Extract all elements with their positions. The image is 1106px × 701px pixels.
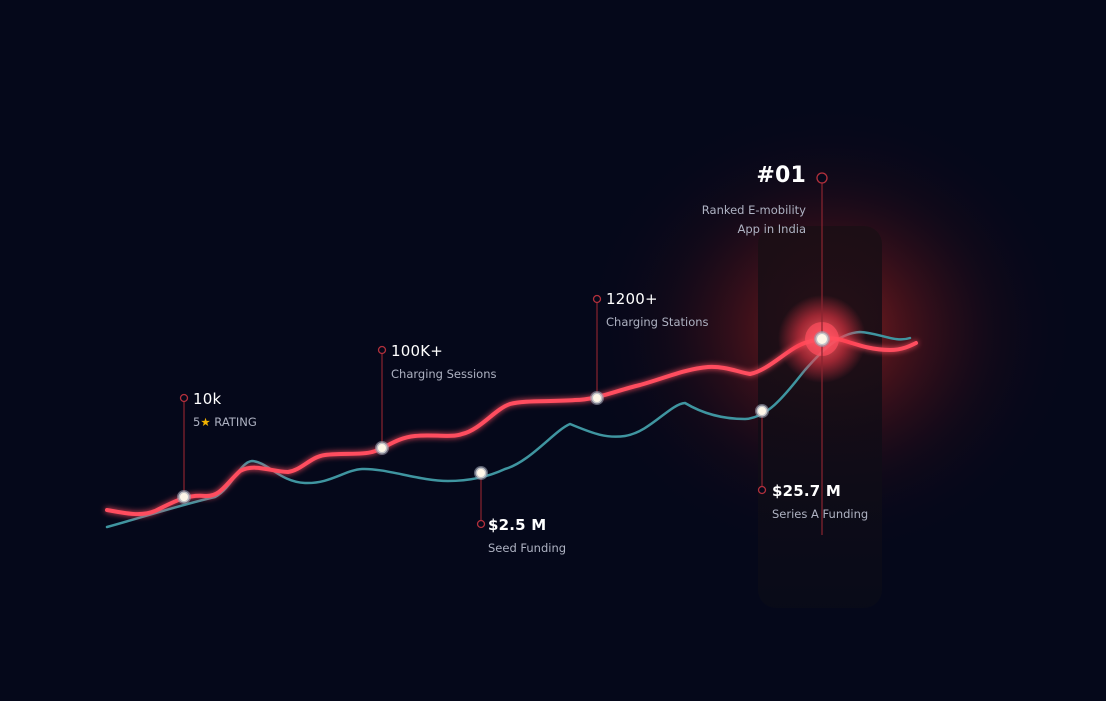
rank-milestone: #01 Ranked E-mobility App in India xyxy=(702,163,806,239)
phone-silhouette xyxy=(758,226,882,608)
stations-value: 1200+ xyxy=(606,290,658,308)
sessions-caption: Charging Sessions xyxy=(391,367,497,381)
rank-caption: Ranked E-mobility App in India xyxy=(702,201,806,239)
stations-caption: Charging Stations xyxy=(606,315,709,329)
sessions-data-point xyxy=(375,441,389,455)
seed-value: $2.5 M xyxy=(488,516,547,534)
rank-caption-line-2: App in India xyxy=(737,222,806,236)
series-a-marker-ring xyxy=(757,485,767,495)
rank-marker-ring xyxy=(816,172,828,184)
rating-data-point xyxy=(177,490,191,504)
rating-caption-prefix: 5 xyxy=(193,415,201,429)
rating-value: 10k xyxy=(193,390,222,408)
stations-data-point xyxy=(590,391,604,405)
stations-milestone: 1200+ Charging Stations xyxy=(606,290,709,329)
rating-milestone: 10k 5★ RATING xyxy=(193,390,257,429)
sessions-marker-ring xyxy=(377,345,387,355)
rank-data-point xyxy=(814,331,830,347)
series-a-caption: Series A Funding xyxy=(772,507,869,521)
seed-marker-ring xyxy=(476,519,486,529)
rank-value: #01 xyxy=(756,163,806,188)
sessions-value: 100K+ xyxy=(391,342,444,360)
seed-caption: Seed Funding xyxy=(488,541,567,555)
seed-milestone: $2.5 M Seed Funding xyxy=(488,516,566,555)
stations-marker-ring xyxy=(592,294,602,304)
star-icon: ★ xyxy=(200,415,211,429)
rating-caption-suffix: RATING xyxy=(210,415,257,429)
series-a-data-point xyxy=(755,404,769,418)
sessions-milestone: 100K+ Charging Sessions xyxy=(391,342,497,381)
rank-caption-line-1: Ranked E-mobility xyxy=(701,203,806,217)
seed-data-point xyxy=(474,466,488,480)
secondary-trend-line xyxy=(105,330,912,529)
rating-marker-ring xyxy=(179,393,189,403)
rating-caption: 5★ RATING xyxy=(193,415,257,429)
series-a-milestone: $25.7 M Series A Funding xyxy=(772,482,868,521)
series-a-value: $25.7 M xyxy=(772,482,841,500)
